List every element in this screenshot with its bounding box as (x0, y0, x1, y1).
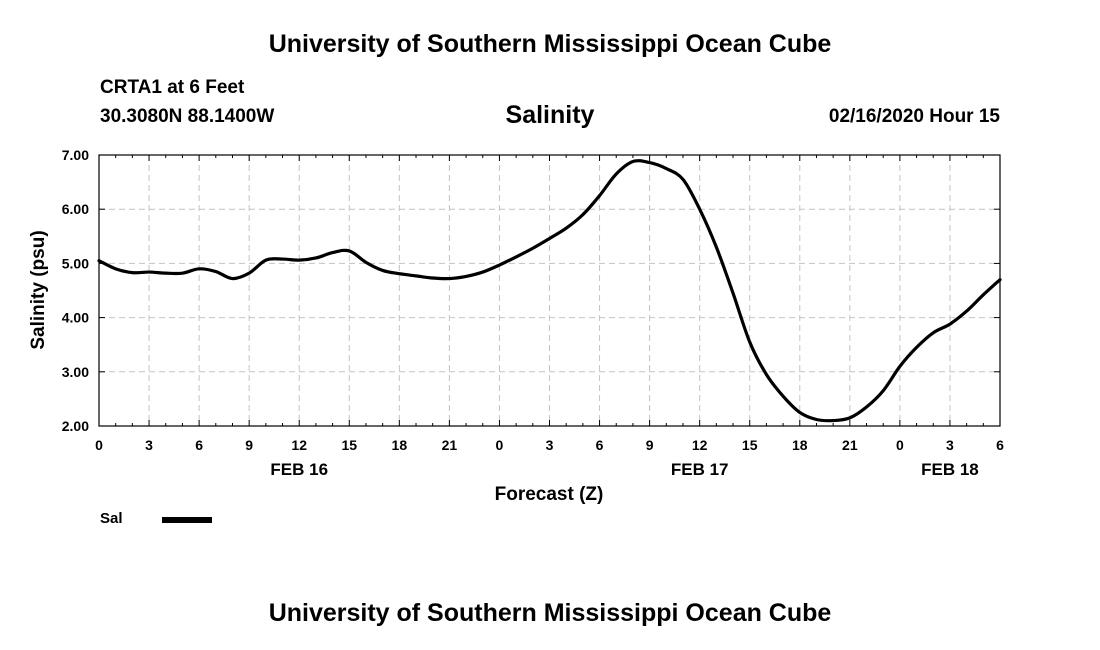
date-label: FEB 16 (270, 460, 328, 479)
x-tick-label: 21 (842, 437, 858, 453)
grid-lines (99, 155, 1000, 426)
y-tick-label: 2.00 (62, 418, 89, 434)
x-tick-label: 3 (145, 437, 153, 453)
x-tick-label: 6 (195, 437, 203, 453)
forecast-datetime: 02/16/2020 Hour 15 (828, 106, 1000, 127)
page-title: University of Southern Mississippi Ocean… (268, 30, 832, 58)
station-name: CRTA1 at 6 Feet (100, 77, 245, 98)
x-tick-label: 6 (596, 437, 604, 453)
y-tick-label: 7.00 (62, 147, 89, 163)
x-tick-label: 3 (546, 437, 554, 453)
legend-swatch (162, 517, 212, 523)
x-tick-label: 15 (742, 437, 758, 453)
x-tick-label: 0 (896, 437, 904, 453)
x-tick-label: 18 (792, 437, 808, 453)
y-tick-label: 4.00 (62, 310, 89, 326)
tick-labels: 0 3 6 9 12 15 18 21 0 3 6 9 12 15 18 21 0 3 6 2.00 3.00 4.00 5… (62, 147, 1004, 479)
x-tick-label: 21 (442, 437, 458, 453)
y-tick-label: 6.00 (62, 201, 89, 217)
footer-title: University of Southern Mississippi Ocean… (268, 599, 832, 627)
x-tick-label: 12 (692, 437, 708, 453)
x-tick-label: 15 (341, 437, 357, 453)
plot-frame (98, 154, 1001, 427)
x-tick-label: 9 (245, 437, 253, 453)
x-tick-label: 0 (95, 437, 103, 453)
y-axis-label: Salinity (psu) (28, 230, 49, 349)
series-line-salinity (97, 159, 1002, 423)
chart-title: Salinity (505, 101, 595, 129)
date-label: FEB 17 (671, 460, 729, 479)
x-axis-label: Forecast (Z) (495, 484, 604, 505)
x-tick-label: 3 (946, 437, 954, 453)
series-layer (97, 159, 1002, 423)
station-coordinates: 30.3080N 88.1400W (100, 106, 275, 127)
x-tick-label: 18 (392, 437, 408, 453)
y-tick-label: 5.00 (62, 255, 89, 271)
x-tick-label: 0 (496, 437, 504, 453)
x-tick-label: 6 (996, 437, 1004, 453)
x-tick-label: 9 (646, 437, 654, 453)
y-tick-label: 3.00 (62, 364, 89, 380)
date-label: FEB 18 (921, 460, 979, 479)
legend-label: Sal (100, 510, 123, 527)
x-tick-label: 12 (291, 437, 307, 453)
